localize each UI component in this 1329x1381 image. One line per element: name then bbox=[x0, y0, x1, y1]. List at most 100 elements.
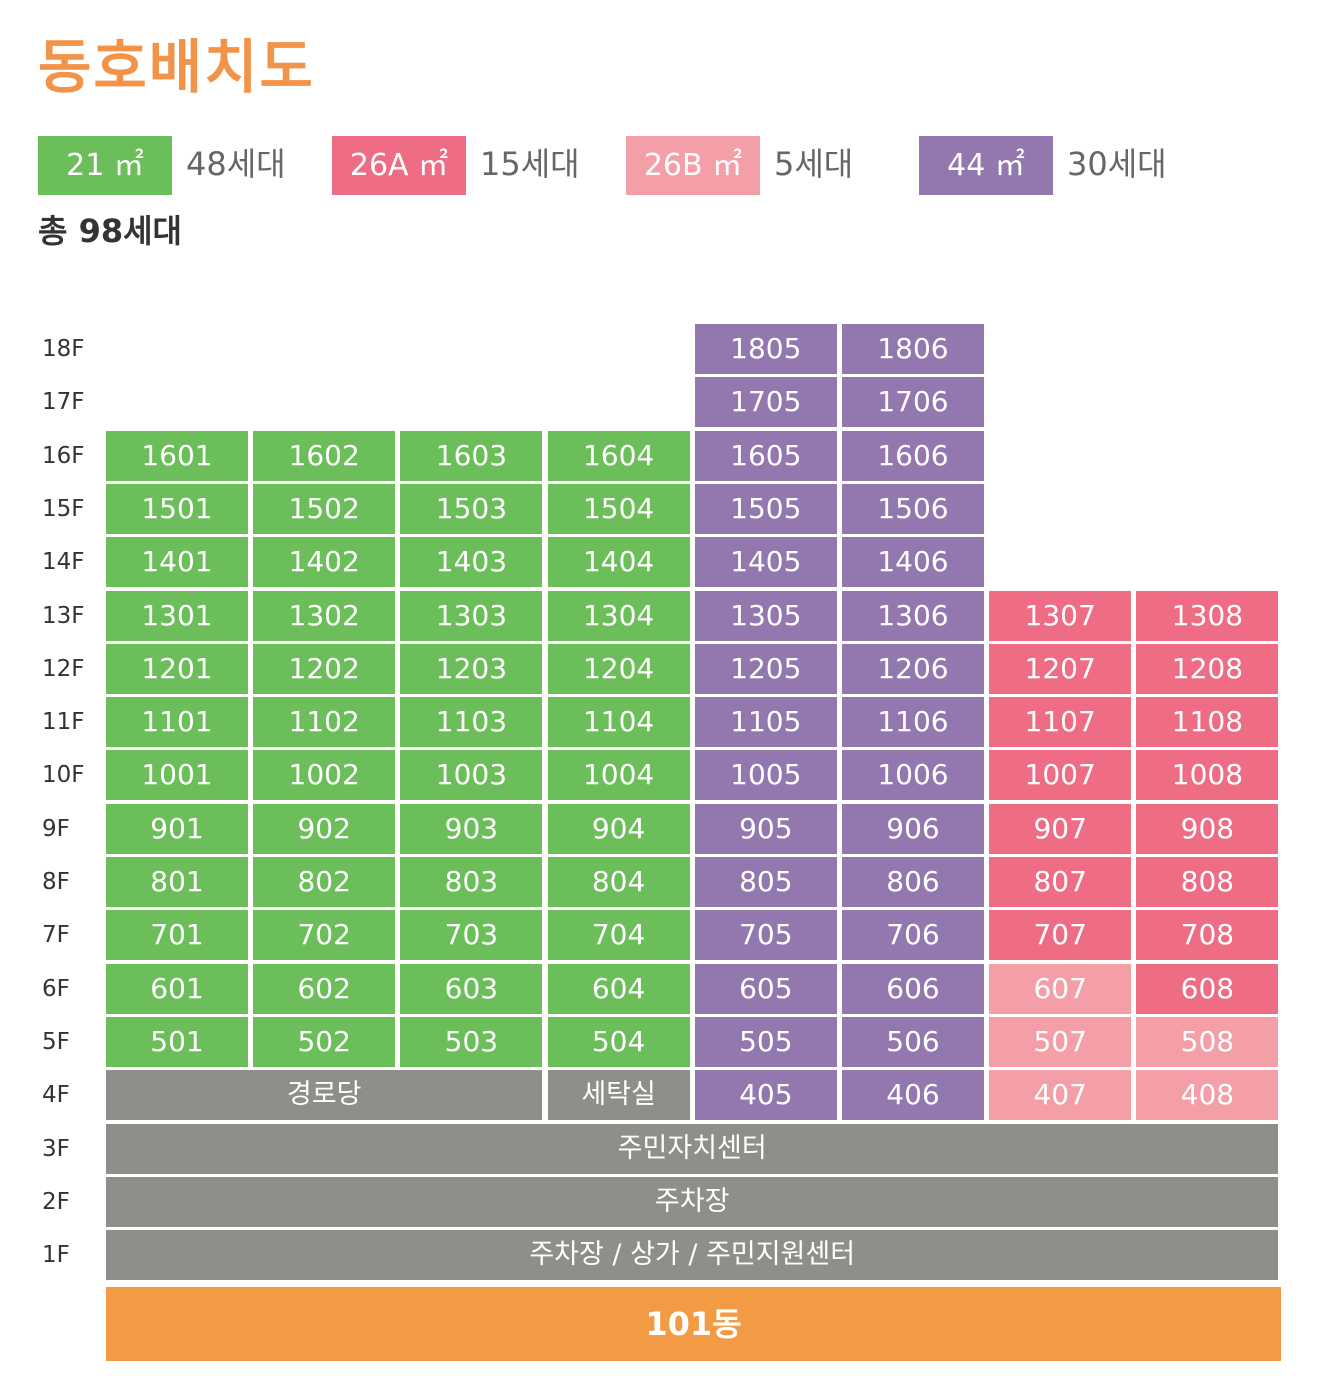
unit-cell: 1404 bbox=[547, 537, 690, 588]
unit-cell: 1302 bbox=[253, 590, 396, 641]
unit-cell: 1405 bbox=[694, 537, 837, 588]
unit-cell: 1103 bbox=[400, 697, 543, 748]
unit-cell: 601 bbox=[106, 963, 248, 1014]
unit-cell: 608 bbox=[1136, 963, 1279, 1014]
unit-cell: 405 bbox=[694, 1070, 837, 1121]
unit-cell: 1505 bbox=[694, 483, 837, 534]
unit-cell: 1208 bbox=[1136, 643, 1279, 694]
floor-label: 12F bbox=[42, 655, 85, 682]
unit-cell: 1504 bbox=[547, 483, 690, 534]
unit-cell: 1502 bbox=[253, 483, 396, 534]
unit-cell: 1604 bbox=[547, 430, 690, 481]
unit-cell: 1303 bbox=[400, 590, 543, 641]
unit-cell: 1304 bbox=[547, 590, 690, 641]
unit-cell: 1301 bbox=[106, 590, 248, 641]
floor-label: 6F bbox=[42, 975, 70, 1002]
building-name: 101동 bbox=[106, 1287, 1281, 1361]
unit-cell: 605 bbox=[694, 963, 837, 1014]
unit-cell: 1403 bbox=[400, 537, 543, 588]
legend-swatch-44: 44 ㎡ bbox=[919, 136, 1053, 195]
unit-cell: 905 bbox=[694, 803, 837, 854]
unit-cell: 1107 bbox=[989, 697, 1132, 748]
unit-cell: 1005 bbox=[694, 750, 837, 801]
unit-cell: 1603 bbox=[400, 430, 543, 481]
floor-label: 17F bbox=[42, 389, 85, 416]
unit-cell: 1201 bbox=[106, 643, 248, 694]
unit-cell: 1002 bbox=[253, 750, 396, 801]
floor-label: 3F bbox=[42, 1135, 70, 1162]
floor-label: 7F bbox=[42, 922, 70, 949]
unit-cell: 1305 bbox=[694, 590, 837, 641]
unit-cell: 1101 bbox=[106, 697, 248, 748]
unit-cell: 407 bbox=[989, 1070, 1132, 1121]
unit-cell: 1106 bbox=[842, 697, 984, 748]
unit-cell: 508 bbox=[1136, 1016, 1279, 1067]
floor-label: 9F bbox=[42, 815, 70, 842]
unit-cell: 502 bbox=[253, 1016, 396, 1067]
unit-cell: 907 bbox=[989, 803, 1132, 854]
floor-label: 13F bbox=[42, 602, 85, 629]
unit-cell: 705 bbox=[694, 910, 837, 961]
unit-cell: 1606 bbox=[842, 430, 984, 481]
floor-label: 5F bbox=[42, 1028, 70, 1055]
unit-cell: 1001 bbox=[106, 750, 248, 801]
unit-cell: 805 bbox=[694, 857, 837, 907]
unit-cell: 1203 bbox=[400, 643, 543, 694]
facility-cell: 주차장 / 상가 / 주민지원센터 bbox=[106, 1230, 1279, 1281]
unit-cell: 501 bbox=[106, 1016, 248, 1067]
floor-label: 10F bbox=[42, 762, 85, 789]
legend-count-26a: 15세대 bbox=[480, 145, 580, 183]
unit-cell: 1207 bbox=[989, 643, 1132, 694]
floor-label: 16F bbox=[42, 442, 85, 469]
floor-label: 8F bbox=[42, 869, 70, 895]
unit-cell: 1104 bbox=[547, 697, 690, 748]
unit-cell: 904 bbox=[547, 803, 690, 854]
unit-cell: 602 bbox=[253, 963, 396, 1014]
facility-cell: 세탁실 bbox=[547, 1070, 690, 1121]
unit-cell: 1202 bbox=[253, 643, 396, 694]
unit-cell: 806 bbox=[842, 857, 984, 907]
unit-cell: 908 bbox=[1136, 803, 1279, 854]
floor-label: 4F bbox=[42, 1082, 70, 1109]
unit-cell: 903 bbox=[400, 803, 543, 854]
unit-cell: 706 bbox=[842, 910, 984, 961]
facility-cell: 주민자치센터 bbox=[106, 1123, 1279, 1174]
legend-count-26b: 5세대 bbox=[774, 145, 854, 183]
unit-cell: 708 bbox=[1136, 910, 1279, 961]
unit-cell: 406 bbox=[842, 1070, 984, 1121]
facility-cell: 경로당 bbox=[106, 1070, 543, 1121]
legend-swatch-21: 21 ㎡ bbox=[38, 136, 172, 195]
unit-cell: 808 bbox=[1136, 857, 1279, 907]
unit-cell: 507 bbox=[989, 1016, 1132, 1067]
unit-cell: 807 bbox=[989, 857, 1132, 907]
unit-cell: 1206 bbox=[842, 643, 984, 694]
unit-cell: 1501 bbox=[106, 483, 248, 534]
unit-cell: 503 bbox=[400, 1016, 543, 1067]
unit-cell: 1605 bbox=[694, 430, 837, 481]
unit-cell: 701 bbox=[106, 910, 248, 961]
unit-cell: 1601 bbox=[106, 430, 248, 481]
unit-cell: 1401 bbox=[106, 537, 248, 588]
legend-swatch-26a: 26A ㎡ bbox=[332, 136, 466, 195]
unit-cell: 1602 bbox=[253, 430, 396, 481]
floor-label: 18F bbox=[42, 336, 85, 362]
unit-cell: 801 bbox=[106, 857, 248, 907]
unit-cell: 1306 bbox=[842, 590, 984, 641]
unit-cell: 803 bbox=[400, 857, 543, 907]
unit-cell: 603 bbox=[400, 963, 543, 1014]
unit-cell: 1308 bbox=[1136, 590, 1279, 641]
unit-cell: 1806 bbox=[842, 324, 984, 374]
unit-cell: 1805 bbox=[694, 324, 837, 374]
unit-cell: 1108 bbox=[1136, 697, 1279, 748]
legend-swatch-26b: 26B ㎡ bbox=[626, 136, 760, 195]
unit-cell: 1004 bbox=[547, 750, 690, 801]
legend-count-44: 30세대 bbox=[1067, 145, 1167, 183]
floor-label: 2F bbox=[42, 1188, 70, 1215]
unit-cell: 707 bbox=[989, 910, 1132, 961]
unit-cell: 704 bbox=[547, 910, 690, 961]
unit-cell: 1003 bbox=[400, 750, 543, 801]
total-households: 총 98세대 bbox=[38, 212, 182, 250]
unit-cell: 1406 bbox=[842, 537, 984, 588]
unit-cell: 902 bbox=[253, 803, 396, 854]
unit-cell: 703 bbox=[400, 910, 543, 961]
